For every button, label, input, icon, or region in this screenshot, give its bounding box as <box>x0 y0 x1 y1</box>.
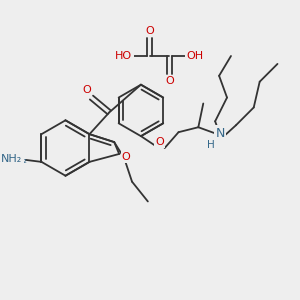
Text: H: H <box>207 140 215 150</box>
Text: NH₂: NH₂ <box>1 154 22 164</box>
Text: O: O <box>82 85 91 94</box>
Text: NH: NH <box>5 153 22 163</box>
Text: ₂: ₂ <box>23 155 27 165</box>
Text: O: O <box>145 26 154 36</box>
Text: OH: OH <box>187 51 204 61</box>
Text: O: O <box>165 76 174 86</box>
Text: N: N <box>215 127 225 140</box>
Text: O: O <box>155 137 164 147</box>
Text: HO: HO <box>115 51 132 61</box>
Text: O: O <box>122 152 130 162</box>
